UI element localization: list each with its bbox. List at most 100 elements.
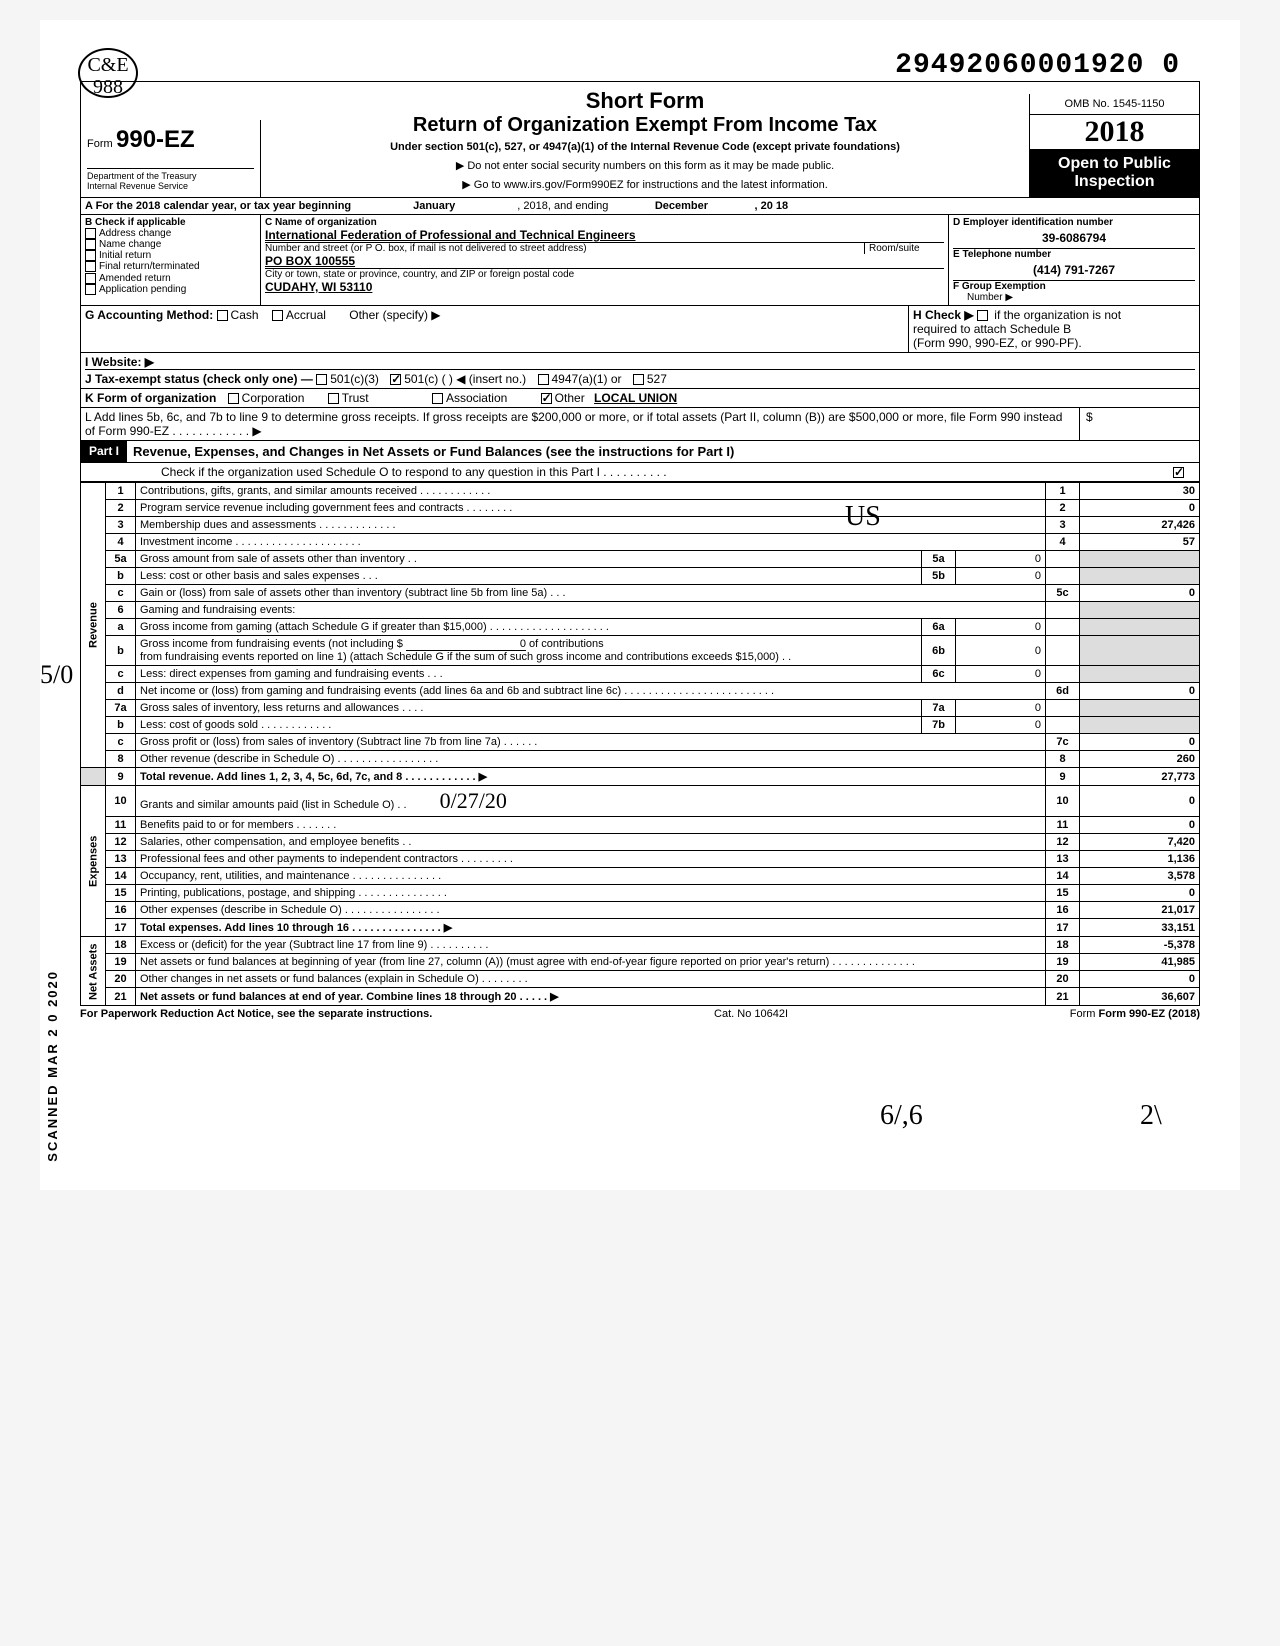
line-a-end-year: , 20 18 xyxy=(755,200,789,212)
section-k-inner: K Form of organization Corporation Trust… xyxy=(81,389,1199,407)
line-6b-desc1: Gross income from fundraising events (no… xyxy=(140,638,403,650)
cb-4947[interactable] xyxy=(538,374,549,385)
line-a-prefix: A For the 2018 calendar year, or tax yea… xyxy=(85,200,351,212)
line-18-val: -5,378 xyxy=(1080,937,1200,954)
line-5a-no: 5a xyxy=(106,551,136,568)
line-5b-shaded xyxy=(1046,568,1080,585)
line-1-val: 30 xyxy=(1080,483,1200,500)
part-1-header-row: Part I Revenue, Expenses, and Changes in… xyxy=(80,441,1200,463)
cb-schedule-o[interactable] xyxy=(1173,467,1184,478)
handwritten-510: 5/0 xyxy=(40,660,73,690)
section-b-heading: B Check if applicable xyxy=(85,217,256,228)
line-7b-shaded-val xyxy=(1080,717,1200,734)
line-21-no: 21 xyxy=(106,988,136,1006)
footer-row: For Paperwork Reduction Act Notice, see … xyxy=(80,1008,1200,1020)
line-7a-shaded xyxy=(1046,700,1080,717)
line-16-desc: Other expenses (describe in Schedule O) … xyxy=(136,902,1046,919)
line-6d-desc: Net income or (loss) from gaming and fun… xyxy=(136,683,1046,700)
line-5c-no: c xyxy=(106,585,136,602)
line-7b-desc: Less: cost of goods sold . . . . . . . .… xyxy=(136,717,922,734)
line-4-no: 4 xyxy=(106,534,136,551)
cb-assoc[interactable] xyxy=(432,393,443,404)
line-7b-shaded xyxy=(1046,717,1080,734)
cb-501c3[interactable] xyxy=(316,374,327,385)
line-6b-desc3: from fundraising events reported on line… xyxy=(140,651,791,663)
cb-corp[interactable] xyxy=(228,393,239,404)
section-d-e-f: D Employer identification number 39-6086… xyxy=(949,215,1199,305)
cb-501c[interactable] xyxy=(390,374,401,385)
line-20-val: 0 xyxy=(1080,971,1200,988)
line-8-no: 8 xyxy=(106,751,136,768)
line-5a-shaded-val xyxy=(1080,551,1200,568)
line-9-num: 9 xyxy=(1046,768,1080,786)
line-5a-shaded xyxy=(1046,551,1080,568)
line-7a-desc: Gross sales of inventory, less returns a… xyxy=(136,700,922,717)
line-6a-sub: 6a xyxy=(922,619,956,636)
section-c-label: C Name of organization xyxy=(265,217,944,228)
line-6c-desc: Less: direct expenses from gaming and fu… xyxy=(136,666,922,683)
form-number: 990-EZ xyxy=(116,126,195,153)
section-note: Under section 501(c), 527, or 4947(a)(1)… xyxy=(267,141,1023,153)
line-8-val: 260 xyxy=(1080,751,1200,768)
return-title: Return of Organization Exempt From Incom… xyxy=(267,114,1023,137)
line-19-num: 19 xyxy=(1046,954,1080,971)
line-3-num: 3 xyxy=(1046,517,1080,534)
line-16-val: 21,017 xyxy=(1080,902,1200,919)
cb-final-return[interactable] xyxy=(85,261,96,272)
line-2-val: 0 xyxy=(1080,500,1200,517)
j-4947: 4947(a)(1) or xyxy=(552,372,622,386)
line-15-desc: Printing, publications, postage, and shi… xyxy=(136,885,1046,902)
line-7a-no: 7a xyxy=(106,700,136,717)
line-14-desc: Occupancy, rent, utilities, and maintena… xyxy=(136,868,1046,885)
line-18-no: 18 xyxy=(106,937,136,954)
cb-527[interactable] xyxy=(633,374,644,385)
line-21-val: 36,607 xyxy=(1080,988,1200,1006)
line-6d-val: 0 xyxy=(1080,683,1200,700)
line-a-mid: , 2018, and ending xyxy=(517,200,608,212)
open-public: Open to Public Inspection xyxy=(1030,149,1199,197)
section-k: K Form of organization Corporation Trust… xyxy=(80,389,1200,408)
line-17-val: 33,151 xyxy=(1080,919,1200,937)
line-11-num: 11 xyxy=(1046,817,1080,834)
section-a: A For the 2018 calendar year, or tax yea… xyxy=(80,198,1200,215)
line-6a-subval: 0 xyxy=(956,619,1046,636)
cb-initial-return[interactable] xyxy=(85,250,96,261)
instruction-2: ▶ Go to www.irs.gov/Form990EZ for instru… xyxy=(267,178,1023,191)
line-17-no: 17 xyxy=(106,919,136,937)
line-5a-subval: 0 xyxy=(956,551,1046,568)
city-state-zip: CUDAHY, WI 53110 xyxy=(265,280,944,294)
section-l: L Add lines 5b, 6c, and 7b to line 9 to … xyxy=(80,408,1200,441)
line-7a-sub: 7a xyxy=(922,700,956,717)
line-20-num: 20 xyxy=(1046,971,1080,988)
cb-cash[interactable] xyxy=(217,310,228,321)
addr-label: Number and street (or P O. box, if mail … xyxy=(265,243,864,254)
cb-amended[interactable] xyxy=(85,273,96,284)
handwritten-us-stamp: US xyxy=(841,499,885,535)
b-item-3: Final return/terminated xyxy=(99,262,200,273)
footer-right: Form Form 990-EZ (2018) xyxy=(1070,1008,1200,1020)
cb-address-change[interactable] xyxy=(85,228,96,239)
section-g: G Accounting Method: Cash Accrual Other … xyxy=(81,306,909,352)
i-label: I Website: ▶ xyxy=(85,355,1195,369)
cb-trust[interactable] xyxy=(328,393,339,404)
line-6b-no: b xyxy=(106,636,136,666)
line-14-num: 14 xyxy=(1046,868,1080,885)
cb-app-pending[interactable] xyxy=(85,284,96,295)
line-7a-shaded-val xyxy=(1080,700,1200,717)
line-17-desc: Total expenses. Add lines 10 through 16 … xyxy=(136,919,1046,937)
line-4-val: 57 xyxy=(1080,534,1200,551)
line-20-no: 20 xyxy=(106,971,136,988)
cb-name-change[interactable] xyxy=(85,239,96,250)
form-page: C&E 988 5/0 29492060001920 0 Form 990-EZ… xyxy=(40,20,1240,1190)
short-form-title: Short Form xyxy=(267,88,1023,114)
h-text2: if the organization is not xyxy=(994,308,1121,322)
cb-other[interactable] xyxy=(541,393,552,404)
line-7b-sub: 7b xyxy=(922,717,956,734)
line-15-num: 15 xyxy=(1046,885,1080,902)
line-9-no: 9 xyxy=(106,768,136,786)
cb-accrual[interactable] xyxy=(272,310,283,321)
h-text3: required to attach Schedule B xyxy=(913,322,1071,336)
section-h: H Check ▶ if the organization is not req… xyxy=(909,306,1199,352)
line-5c-num: 5c xyxy=(1046,585,1080,602)
cb-section-h[interactable] xyxy=(977,310,988,321)
